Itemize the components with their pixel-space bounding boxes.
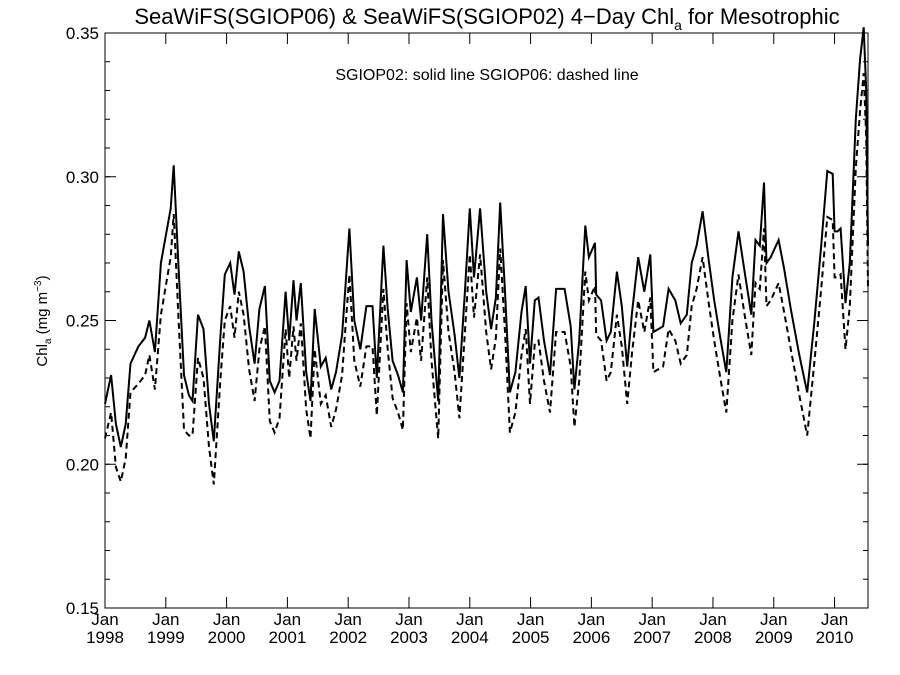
series-lines	[104, 27, 869, 486]
x-tick-label-year: 2000	[208, 628, 246, 647]
x-tick-label-month: Jan	[274, 610, 301, 629]
x-tick-label-year: 2010	[816, 628, 854, 647]
axis-ticks: 0.150.200.250.300.35Jan1998Jan1999Jan200…	[66, 24, 868, 647]
x-tick-label-year: 2004	[451, 628, 489, 647]
legend-annotation: SGIOP02: solid line SGIOP06: dashed line	[335, 67, 638, 84]
y-tick-label: 0.15	[66, 599, 99, 618]
plot-frame	[104, 32, 869, 609]
x-tick-label-year: 1999	[147, 628, 185, 647]
x-tick-label-year: 2005	[512, 628, 550, 647]
x-tick-label-year: 2003	[390, 628, 428, 647]
x-tick-label-month: Jan	[638, 610, 665, 629]
x-tick-label-month: Jan	[91, 610, 118, 629]
x-tick-label-year: 1998	[86, 628, 124, 647]
x-tick-label-year: 2007	[633, 628, 671, 647]
x-tick-label-year: 2009	[755, 628, 793, 647]
x-tick-label-month: Jan	[152, 610, 179, 629]
chart-title: SeaWiFS(SGIOP06) & SeaWiFS(SGIOP02) 4−Da…	[134, 4, 839, 33]
x-tick-label-month: Jan	[821, 610, 848, 629]
x-tick-label-month: Jan	[456, 610, 483, 629]
y-tick-label: 0.30	[66, 168, 99, 187]
y-axis-label: Chla (mg m−3)	[33, 275, 54, 366]
x-tick-label-month: Jan	[578, 610, 605, 629]
series-line-sgiop06	[104, 73, 869, 486]
y-tick-label: 0.25	[66, 312, 99, 331]
y-tick-label: 0.35	[66, 24, 99, 43]
x-tick-label-year: 2002	[329, 628, 367, 647]
x-tick-label-year: 2006	[572, 628, 610, 647]
x-tick-label-month: Jan	[699, 610, 726, 629]
x-tick-label-month: Jan	[760, 610, 787, 629]
x-tick-label-year: 2008	[694, 628, 732, 647]
x-tick-label-month: Jan	[334, 610, 361, 629]
x-tick-label-month: Jan	[213, 610, 240, 629]
x-tick-label-month: Jan	[395, 610, 422, 629]
series-line-sgiop02	[104, 27, 869, 448]
y-tick-label: 0.20	[66, 455, 99, 474]
x-tick-label-month: Jan	[517, 610, 544, 629]
x-tick-label-year: 2001	[268, 628, 306, 647]
